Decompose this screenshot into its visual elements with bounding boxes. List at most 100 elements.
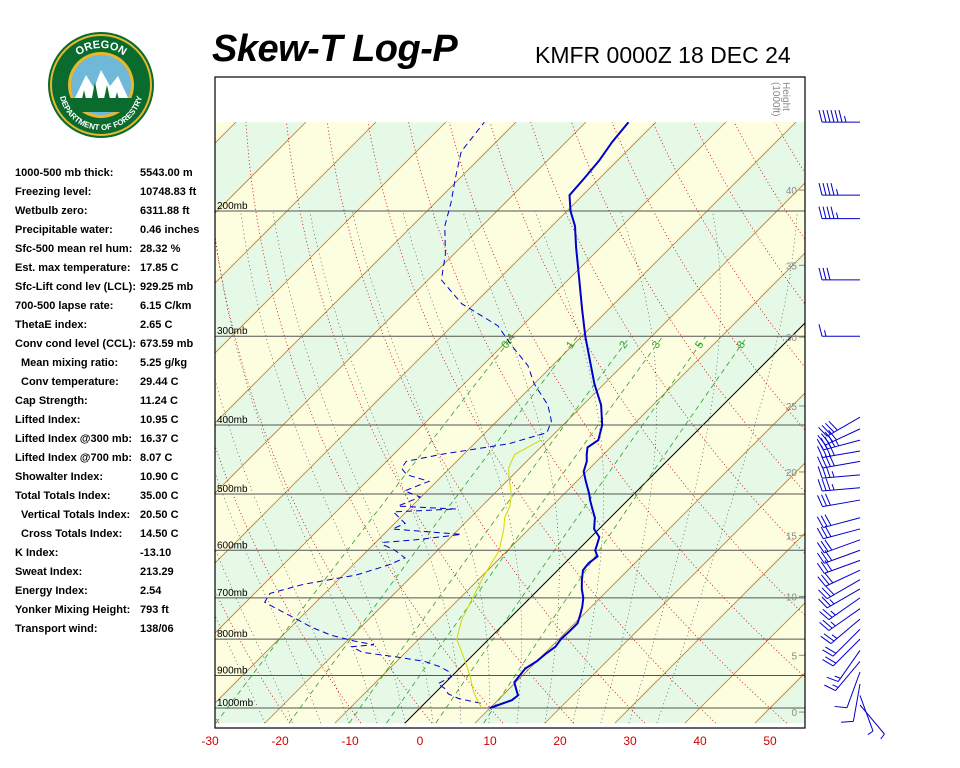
wind-barb-feather	[820, 540, 829, 552]
dry-adiabat	[856, 122, 960, 723]
isotherm	[264, 182, 805, 724]
background-band	[684, 603, 805, 724]
index-label: Sweat Index:	[15, 566, 83, 578]
wind-barb	[816, 539, 861, 554]
wind-barb-feather	[822, 649, 834, 657]
x-tick-label: 40	[693, 734, 707, 748]
index-row: Total Totals Index: 35.00 C	[15, 490, 215, 509]
wind-barb-staff	[824, 539, 861, 554]
wind-barb	[818, 206, 860, 220]
mixing-ratio-label: 3	[650, 339, 663, 351]
index-row: Cap Strength: 11.24 C	[15, 395, 215, 414]
wind-barb-feather	[834, 110, 839, 123]
wind-barb-feather	[821, 596, 831, 607]
stability-indices-list: 1000-500 mb thick: 5543.00 m Freezing leve…	[15, 167, 215, 642]
wind-barb-feather	[816, 552, 825, 564]
index-label: Energy Index:	[15, 585, 88, 597]
index-value: 16.37 C	[140, 433, 179, 445]
wind-barb-staff	[835, 661, 861, 691]
wind-barb-staff	[828, 608, 861, 631]
index-label: 700-500 lapse rate:	[15, 300, 114, 312]
wind-barb-feather	[825, 585, 835, 596]
wind-barb-staff	[826, 588, 861, 609]
wind-barb-staff	[828, 597, 861, 621]
wind-barb-feather	[830, 183, 835, 196]
wind-barb-feather	[825, 465, 831, 478]
index-row: 1000-500 mb thick: 5543.00 m	[15, 167, 215, 186]
wind-barb-feather	[818, 589, 828, 600]
dry-adiabat	[938, 122, 960, 723]
index-label: Wetbulb zero:	[15, 205, 88, 217]
moist-adiabat	[309, 210, 462, 724]
plot-area: 0.4 1 2 3 5 8200mb300mb400mb500mb600mb700mb80…	[0, 82, 960, 724]
index-row: ThetaE index: 2.65 C	[15, 319, 215, 338]
height-tick-label: 40	[786, 186, 798, 197]
wind-barb-feather	[818, 206, 823, 219]
moist-adiabat	[215, 471, 322, 724]
wind-barb-half-feather	[831, 471, 835, 478]
wind-barb-feather	[819, 611, 830, 621]
wind-barb-half-feather	[830, 610, 836, 616]
index-label: ThetaE index:	[15, 319, 88, 331]
wind-barb-feather	[828, 454, 835, 467]
isotherm	[215, 121, 657, 564]
wind-barb-feather	[826, 206, 831, 219]
index-row: K Index: -13.10	[15, 547, 215, 566]
mixing-ratio-label: 5	[693, 339, 706, 351]
wind-barb-feather	[821, 587, 831, 598]
index-label: Conv cond level (CCL):	[15, 338, 137, 350]
wind-barb-half-feather	[836, 189, 839, 196]
wind-barb	[818, 110, 860, 123]
wind-barb-feather	[824, 684, 836, 691]
index-label: Cap Strength:	[15, 395, 88, 407]
index-row: Yonker Mixing Height: 793 ft	[15, 604, 215, 623]
wind-barb-staff	[823, 517, 861, 529]
isobar-label: 500mb	[217, 484, 248, 495]
wind-barb-feather	[818, 267, 823, 281]
index-label: Vertical Totals Index:	[21, 509, 131, 521]
wind-barb-feather	[816, 516, 824, 528]
wind-barb-feather	[824, 493, 831, 506]
wind-barb-staff	[832, 638, 861, 667]
index-row: Est. max temperature: 17.85 C	[15, 262, 215, 281]
moist-adiabat	[656, 210, 798, 724]
isotherm	[474, 392, 805, 724]
index-label: Transport wind:	[15, 623, 98, 635]
wind-barb-half-feather	[830, 621, 836, 627]
wind-barb-staff	[822, 474, 861, 479]
isotherm	[215, 121, 727, 634]
x-tick-label: 0	[417, 734, 424, 748]
wind-barb	[817, 465, 861, 479]
wind-barb-feather	[822, 608, 833, 618]
background-band	[215, 122, 805, 724]
isotherm	[544, 462, 805, 724]
wind-barb	[818, 416, 861, 437]
index-value: 6.15 C/km	[140, 300, 192, 312]
wind-barb-feather	[826, 110, 831, 123]
height-tick-label: 0	[791, 708, 797, 719]
wind-barb-feather	[822, 619, 833, 629]
wind-barb	[817, 569, 861, 587]
wind-barb-feather	[822, 267, 827, 281]
isotherm	[0, 122, 166, 723]
index-row: Vertical Totals Index: 20.50 C	[15, 509, 215, 528]
wind-barb	[817, 478, 861, 492]
wind-barb-feather	[818, 183, 823, 196]
index-label: Conv temperature:	[21, 376, 119, 388]
height-tick-label: 25	[786, 402, 798, 413]
wind-barb-staff	[825, 569, 861, 587]
wind-barb-staff	[852, 683, 861, 722]
wind-barb	[841, 683, 861, 723]
wind-barb-staff	[824, 559, 861, 574]
wind-barb-feather	[824, 539, 833, 551]
wind-barb	[826, 650, 861, 683]
wind-barb-feather	[838, 110, 843, 123]
index-row: Lifted Index @300 mb: 16.37 C	[15, 433, 215, 452]
mixing-ratio-line	[435, 335, 707, 724]
x-tick-label: 10	[483, 734, 497, 748]
index-label: 1000-500 mb thick:	[15, 167, 114, 179]
x-tick-label: 30	[623, 734, 637, 748]
wind-barb	[824, 661, 861, 691]
index-value: 28.32 %	[140, 243, 181, 255]
height-tick-label: 10	[786, 592, 798, 603]
